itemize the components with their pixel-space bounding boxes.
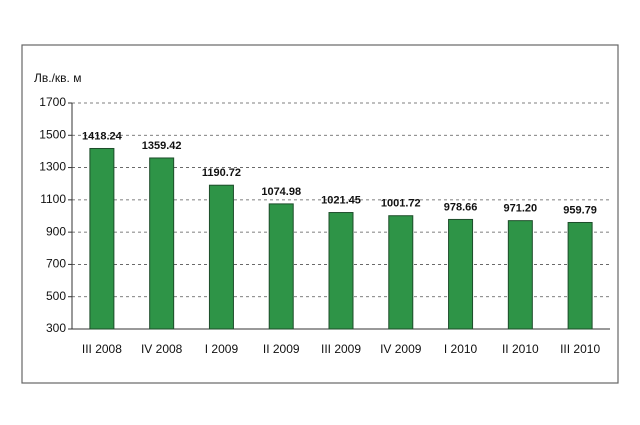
y-tick-label: 300 [46,321,66,335]
y-tick-label: 1500 [39,127,66,141]
x-tick-label: IV 2008 [141,342,183,356]
x-tick-label: I 2009 [205,342,239,356]
x-tick-label: I 2010 [444,342,478,356]
data-label: 978.66 [444,201,478,213]
data-label: 971.20 [504,203,538,215]
y-tick-label: 1300 [39,160,66,174]
y-tick-label: 500 [46,289,66,303]
x-tick-label: III 2009 [321,342,361,356]
y-tick-label: 1700 [39,95,66,109]
y-tick-label: 1100 [40,192,66,206]
data-label: 1190.72 [202,167,241,179]
bar [89,147,115,330]
bar [208,184,234,330]
y-tick-label: 700 [46,257,66,271]
y-axis-label: Лв./кв. м [34,71,81,85]
x-tick-label: II 2010 [502,342,539,356]
bar [448,218,474,330]
bar [328,212,354,330]
x-tick-label: II 2009 [263,342,300,356]
data-label: 959.79 [563,204,597,216]
bar [268,203,294,330]
x-tick-label: III 2008 [82,342,122,356]
bar [388,215,414,330]
bar [149,157,175,330]
data-label: 1001.72 [381,198,421,210]
data-label: 1021.45 [321,194,361,206]
bar [507,220,533,330]
bar [567,221,593,330]
data-label: 1359.42 [142,140,182,152]
x-tick-label: III 2010 [560,342,600,356]
x-tick-label: IV 2009 [380,342,422,356]
y-tick-label: 900 [46,224,66,238]
data-label: 1074.98 [261,186,301,198]
data-label: 1418.24 [82,130,123,142]
